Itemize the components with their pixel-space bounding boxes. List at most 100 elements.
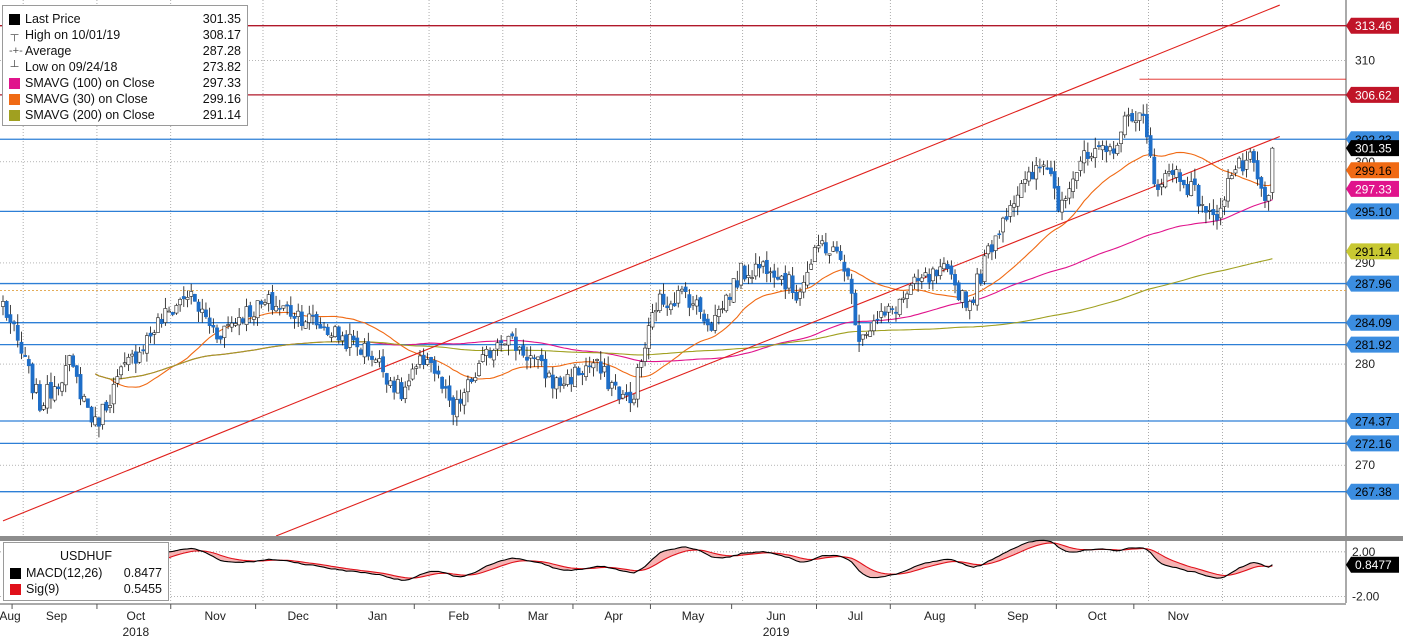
legend-item-label: Average [25,44,72,58]
candle-body [916,278,921,282]
candle-body [207,317,212,326]
candle-body [1133,120,1138,124]
candle-body [395,379,400,394]
candle-body [60,382,64,392]
candle-body [1015,194,1020,207]
candle-body [1,301,5,307]
x-tick-label: Nov [1168,609,1189,623]
candle-body [547,372,552,378]
candle-body [1100,145,1105,151]
legend-item-label: SMAVG (200) on Close [25,108,155,122]
candle-body [506,335,511,346]
candle-body [303,321,308,329]
sma-200-line [95,258,1273,380]
legend-item-label: SMAVG (100) on Close [25,76,155,90]
level-badge-bg [1346,86,1399,103]
candle-body [429,357,433,364]
series-badge-bg [1346,162,1399,179]
candle-body [447,385,452,401]
candle-body [835,246,839,252]
candle-body [764,259,769,274]
candle-body [646,325,651,349]
candle-body [787,274,791,289]
price-legend: Last Price 301.35 ┬ High on 10/01/19 308.17-… [2,5,248,126]
candle-body [720,308,725,310]
candle-body [860,334,865,340]
candle-body [978,273,983,284]
candle-body [130,353,135,357]
grid-layer [0,0,1347,603]
candle-body [226,324,230,326]
legend-glyph-icon: -+- [9,45,23,57]
candle-body [768,271,773,274]
candle-body [967,300,972,311]
legend-item: SMAVG (30) on Close 299.16 [9,91,241,107]
candle-body [945,263,950,269]
candle-body [812,247,817,262]
x-tick-label: Oct [127,609,146,623]
candle-body [299,311,304,326]
candle-body [45,384,50,409]
time-axis: Aug Sep Oct Nov Dec Jan Feb Mar Apr May Jun Jul Aug S… [0,603,1346,639]
candle-body [1192,178,1197,186]
candle-body [421,354,426,365]
candle-body [93,416,98,426]
series-badge-text: 297.33 [1355,182,1392,196]
candle-body [104,401,109,411]
legend-item-value: 273.82 [202,60,241,74]
candle-body [502,343,507,346]
y-tick-label: 310 [1355,54,1375,68]
candle-body [517,346,522,351]
candle-body [1270,147,1275,193]
legend-item-label: Last Price [25,12,81,26]
candle-body [200,308,205,314]
candle-body [97,417,101,427]
candle-body [1074,172,1079,181]
candle-body [111,383,116,405]
candle-body [1259,177,1264,189]
candle-body [1034,165,1039,180]
candle-body [440,376,445,389]
candle-body [454,399,459,418]
x-tick-label: Nov [205,609,226,623]
level-badge-text: 295.10 [1355,205,1392,219]
candle-body [1008,205,1013,217]
candle-body [137,351,142,363]
candle-body [661,293,666,305]
candle-body [1248,151,1253,160]
candle-body [739,262,743,286]
legend-glyph-icon: ┬ [10,29,19,41]
candle-body [1200,204,1205,206]
candle-body [4,301,9,318]
level-badge: 313.46 [1346,17,1399,34]
candle-body [222,325,227,338]
x-tick-label: Dec [288,609,309,623]
candle-body [347,333,352,348]
horizontal-levels-layer [0,25,1346,493]
level-badge-bg [1346,203,1399,220]
level-badge: 274.37 [1346,413,1399,430]
candle-body [34,384,39,393]
candle-body [126,356,131,366]
candle-body [602,366,607,373]
candle-body [1041,164,1046,167]
candle-body [167,310,171,313]
candle-body [668,303,673,311]
candle-body [975,273,980,306]
candle-body [735,280,740,288]
candle-body [820,240,825,245]
candle-body [37,384,42,411]
candle-body [318,324,323,329]
candle-body [761,261,766,267]
candle-body [359,349,363,355]
candle-body [281,305,286,309]
candle-body [1063,198,1068,201]
candle-body [779,275,784,280]
candle-body [753,263,758,277]
candle-body [41,405,46,410]
candle-body [1233,169,1238,174]
candle-body [565,374,570,385]
candle-body [868,330,873,337]
candle-body [23,355,28,357]
macd-tick-label: -2.00 [1352,589,1380,603]
